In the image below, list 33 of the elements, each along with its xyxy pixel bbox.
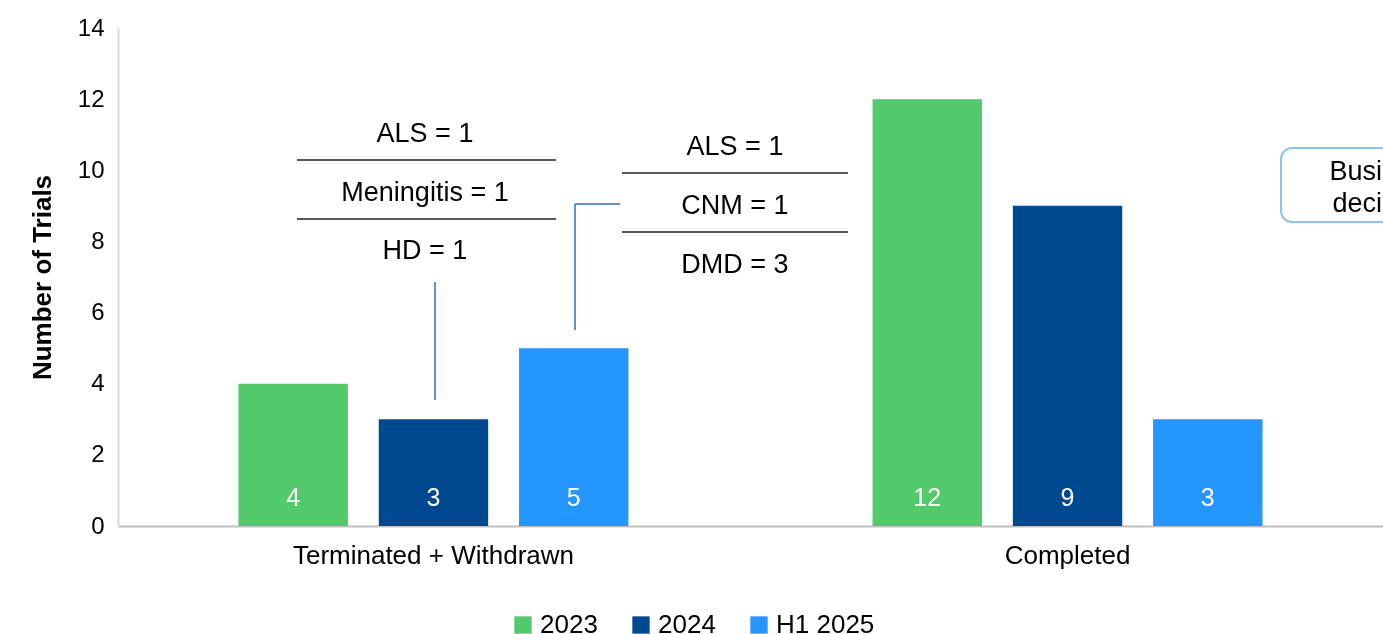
bar <box>519 348 629 526</box>
y-tick-label: 12 <box>77 84 105 112</box>
annotation: DMD = 3 <box>681 248 789 280</box>
data-label: 4 <box>286 483 301 511</box>
bar <box>238 383 348 526</box>
annotation: ALS = 1 <box>686 130 784 162</box>
y-tick-label: 2 <box>91 440 105 468</box>
data-label: 3 <box>1200 483 1215 511</box>
bar <box>1153 419 1263 526</box>
y-tick-label: 14 <box>77 13 105 41</box>
bar <box>1012 205 1123 526</box>
annotation: HD = 1 <box>382 234 468 266</box>
y-tick-label: 10 <box>77 155 105 183</box>
annotation: Busi deci <box>1328 155 1382 219</box>
y-axis-title: Number of Trials <box>26 174 57 381</box>
x-tick-label: Completed <box>1004 539 1131 570</box>
annotation: CNM = 1 <box>681 189 789 221</box>
bar <box>872 99 982 526</box>
data-label: 12 <box>913 483 942 511</box>
annotation: ALS = 1 <box>376 117 474 149</box>
y-tick-label: 6 <box>91 298 105 326</box>
data-label: 5 <box>566 483 581 511</box>
y-tick-label: 8 <box>91 226 105 254</box>
legend-label: 2023 <box>540 609 598 634</box>
data-label: 3 <box>426 483 441 511</box>
annotation: Meningitis = 1 <box>341 176 509 208</box>
legend-label: 2024 <box>658 609 716 634</box>
legend-label: H1 2025 <box>776 609 875 634</box>
y-tick-label: 0 <box>91 511 105 539</box>
x-tick-label: Terminated + Withdrawn <box>292 539 574 570</box>
bar <box>378 419 489 526</box>
y-tick-label: 4 <box>91 369 105 397</box>
data-label: 9 <box>1060 483 1075 511</box>
